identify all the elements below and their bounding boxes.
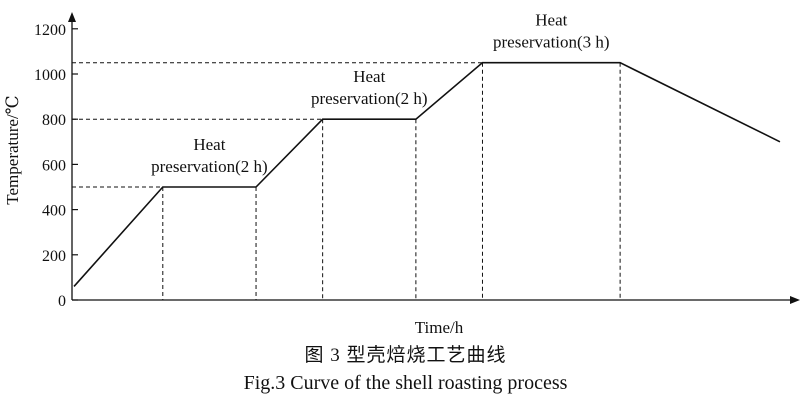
series: [73, 61, 781, 287]
x-axis-arrow: [790, 296, 800, 304]
y-tick-label: 200: [42, 248, 66, 265]
y-axis-arrow: [68, 12, 76, 22]
y-tick-label: 1200: [34, 22, 66, 39]
plateau-annotation-line1: Heat: [535, 11, 567, 30]
y-tick-label: 400: [42, 203, 66, 220]
figure-caption-english: Fig.3 Curve of the shell roasting proces…: [243, 372, 568, 394]
axes: [68, 12, 800, 304]
plateau-annotation-line2: preservation(2 h): [311, 89, 428, 108]
guide-lines: [72, 62, 621, 300]
y-tick-label: 600: [42, 157, 66, 174]
y-tick-label: 1000: [34, 67, 66, 84]
y-axis-label: Temperature/℃: [3, 95, 22, 204]
y-ticks: 0 200 400 600 800 1000 1200: [34, 22, 78, 310]
y-tick-label: 0: [58, 293, 66, 310]
y-tick-label: 800: [42, 112, 66, 129]
plateau-annotation-line1: Heat: [193, 135, 225, 154]
figure-caption-chinese: 图 3 型壳焙烧工艺曲线: [304, 345, 507, 366]
plateau-annotation-line2: preservation(2 h): [151, 157, 268, 176]
plateau-annotation-line2: preservation(3 h): [493, 33, 610, 52]
temperature-curve: [73, 61, 781, 287]
plateau-annotation-line1: Heat: [353, 67, 385, 86]
x-axis-label: Time/h: [415, 318, 464, 337]
annotations: Heat preservation(2 h) Heat preservation(2 …: [151, 11, 609, 176]
